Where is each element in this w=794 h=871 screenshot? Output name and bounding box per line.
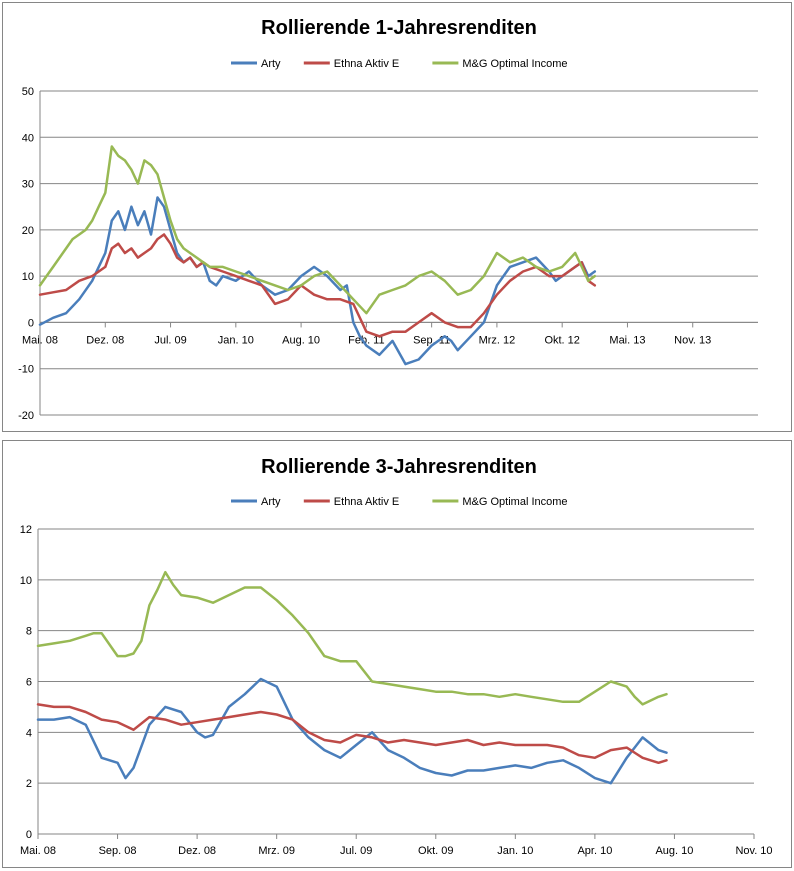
x-tick-label-8: Okt. 12 [544,334,579,346]
y-tick-label-2: 0 [28,317,34,329]
y-tick-label-6: 12 [20,524,32,536]
x-tick-label-6: Sep. 11 [413,334,450,346]
series-line-m-g-optimal-income [38,145,597,315]
x-tick-label-1: Dez. 08 [86,334,124,346]
x-tick-label-8: Aug. 10 [655,845,693,857]
chart-3year-svg: Rollierende 3-Jahresrenditen Arty Ethna Ak… [20,456,773,857]
y-tick-label-2: 4 [26,727,32,739]
chart-1year-svg: Rollierende 1-Jahresrenditen Arty Ethna Ak… [18,17,758,422]
y-tick-label-4: 8 [26,626,32,638]
legend-label-2: M&G Optimal Income [462,496,567,508]
x-tick-label-5: Okt. 09 [418,845,453,857]
chart-panel-3year: Rollierende 3-Jahresrenditen Arty Ethna Ak… [2,440,792,868]
x-tick-label-0: Mai. 08 [20,845,56,857]
legend-label-1: Ethna Aktiv E [334,58,399,70]
legend-label-0: Arty [261,496,281,508]
x-tick-label-9: Mai. 13 [609,334,645,346]
y-tick-label-4: 20 [22,225,34,237]
y-tick-label-0: 0 [26,829,32,841]
x-tick-label-1: Sep. 08 [99,845,137,857]
x-tick-label-2: Dez. 08 [178,845,216,857]
x-tick-label-2: Jul. 09 [154,334,186,346]
x-tick-label-5: Feb. 11 [348,334,385,346]
x-tick-label-7: Mrz. 12 [479,334,516,346]
x-tick-label-10: Nov. 13 [674,334,711,346]
x-tick-label-7: Apr. 10 [577,845,612,857]
chart-title: Rollierende 3-Jahresrenditen [261,456,537,478]
series-line-m-g-optimal-income [36,570,668,706]
x-tick-label-4: Aug. 10 [282,334,320,346]
y-tick-label-5: 30 [22,179,34,191]
y-tick-label-3: 10 [22,271,34,283]
x-tick-label-9: Nov. 10 [735,845,772,857]
series-line-arty [38,196,597,366]
series-line-ethna-aktiv-e [38,233,597,338]
y-tick-label-6: 40 [22,132,34,144]
x-tick-label-6: Jan. 10 [497,845,533,857]
chart-panel-1year: Rollierende 1-Jahresrenditen Arty Ethna Ak… [2,2,792,432]
legend-label-2: M&G Optimal Income [462,58,567,70]
legend-label-1: Ethna Aktiv E [334,496,399,508]
y-tick-label-0: -20 [18,410,34,422]
y-tick-label-1: 2 [26,778,32,790]
chart-title: Rollierende 1-Jahresrenditen [261,17,537,39]
x-tick-label-3: Mrz. 09 [258,845,295,857]
y-tick-label-3: 6 [26,677,32,689]
y-tick-label-1: -10 [18,364,34,376]
legend-label-0: Arty [261,58,281,70]
x-tick-label-0: Mai. 08 [22,334,58,346]
series-line-arty [36,677,668,785]
y-tick-label-5: 10 [20,575,32,587]
x-tick-label-3: Jan. 10 [218,334,254,346]
x-tick-label-4: Jul. 09 [340,845,372,857]
series-line-ethna-aktiv-e [36,703,668,765]
y-tick-label-7: 50 [22,86,34,98]
